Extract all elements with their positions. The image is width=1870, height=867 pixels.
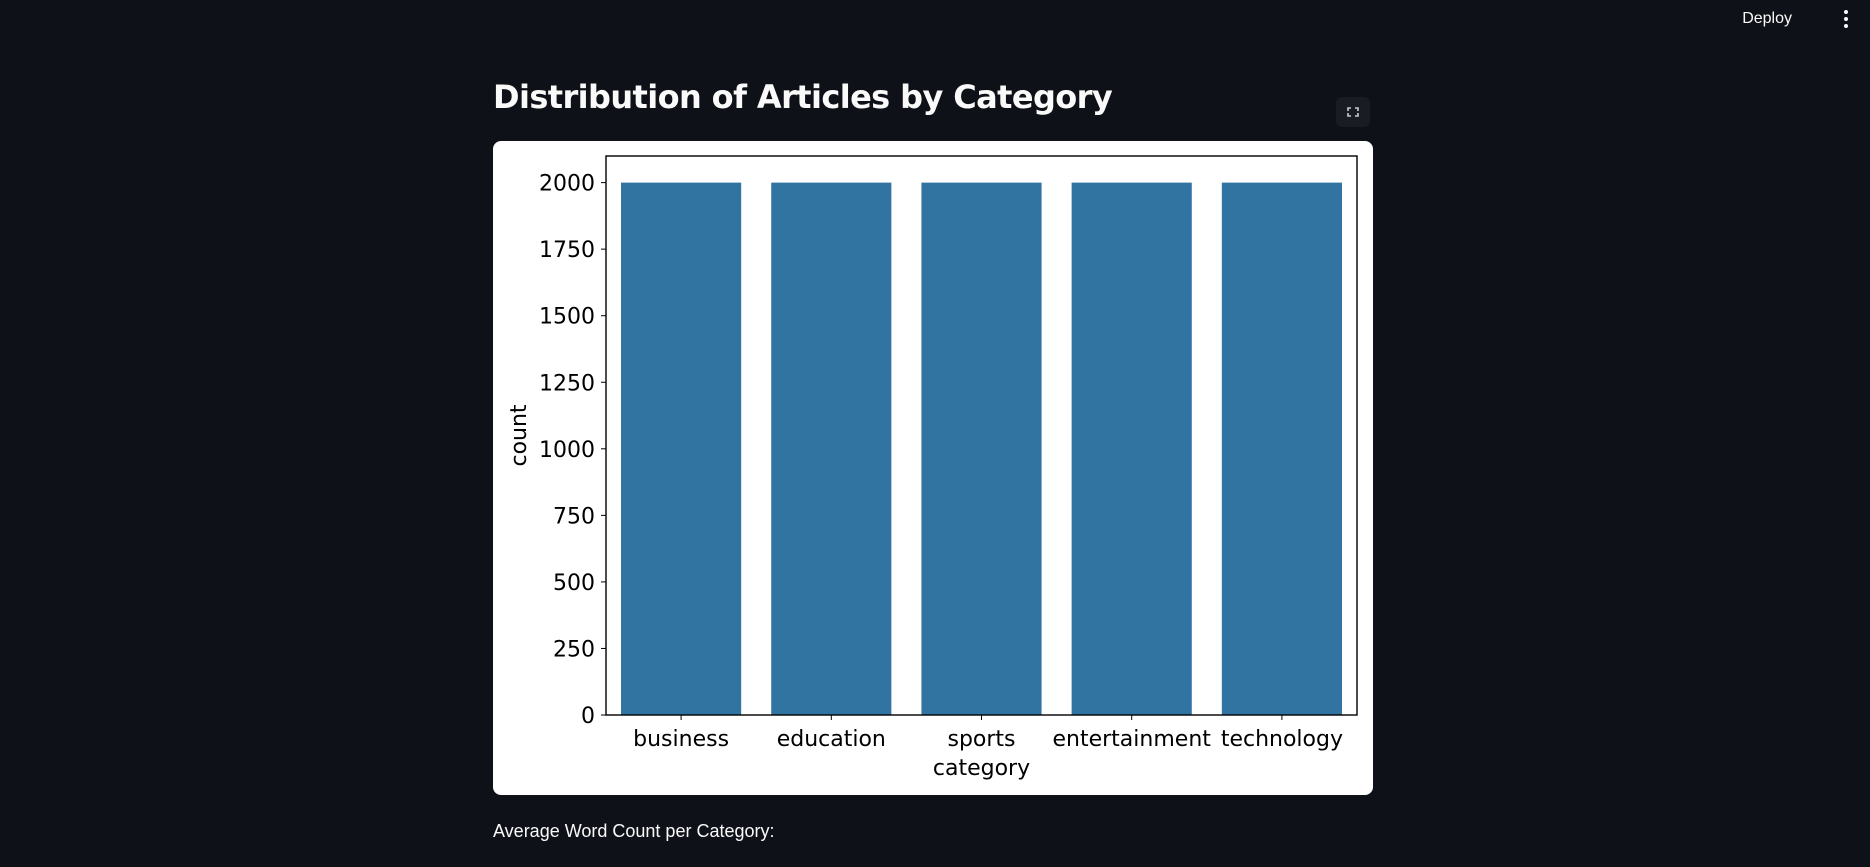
- more-vertical-icon-dot: [1844, 24, 1848, 28]
- app-header: Deploy: [0, 0, 1870, 38]
- fullscreen-icon: [1347, 107, 1359, 117]
- y-axis-label: count: [507, 404, 532, 466]
- bar-technology: [1221, 182, 1342, 716]
- main-menu-button[interactable]: [1832, 6, 1860, 32]
- bar-chart: business education sports entertainment tech…: [507, 155, 1358, 781]
- page-title: Distribution of Articles by Category: [493, 78, 1113, 116]
- chart-card: business education sports entertainment tech…: [493, 141, 1373, 795]
- y-tick-label-1750: 1750: [539, 238, 595, 263]
- section-label-average-word-count: Average Word Count per Category:: [493, 821, 775, 841]
- bar-education: [771, 182, 892, 716]
- x-tick-label-technology: technology: [1221, 727, 1343, 752]
- x-tick-label-sports: sports: [947, 727, 1015, 752]
- plot-frame: [605, 155, 1358, 716]
- y-tick-label-750: 750: [553, 504, 595, 529]
- more-vertical-icon: [1844, 10, 1848, 14]
- y-tick-label-2000: 2000: [539, 172, 595, 197]
- bar-entertainment: [1071, 182, 1192, 716]
- deploy-button[interactable]: Deploy: [1732, 6, 1802, 32]
- x-axis-label: category: [933, 756, 1030, 781]
- y-tick-label-1500: 1500: [539, 305, 595, 330]
- y-tick-label-500: 500: [553, 571, 595, 596]
- y-tick-label-1000: 1000: [539, 438, 595, 463]
- more-vertical-icon-dot: [1844, 17, 1848, 21]
- bar-business: [621, 182, 742, 716]
- y-tick-label-0: 0: [581, 704, 595, 729]
- bar-sports: [921, 182, 1042, 716]
- x-tick-label-business: business: [633, 727, 729, 752]
- y-tick-label-1250: 1250: [539, 371, 595, 396]
- fullscreen-button[interactable]: [1336, 97, 1370, 127]
- x-tick-label-education: education: [777, 727, 886, 752]
- y-tick-label-250: 250: [553, 637, 595, 662]
- x-tick-label-entertainment: entertainment: [1053, 727, 1212, 752]
